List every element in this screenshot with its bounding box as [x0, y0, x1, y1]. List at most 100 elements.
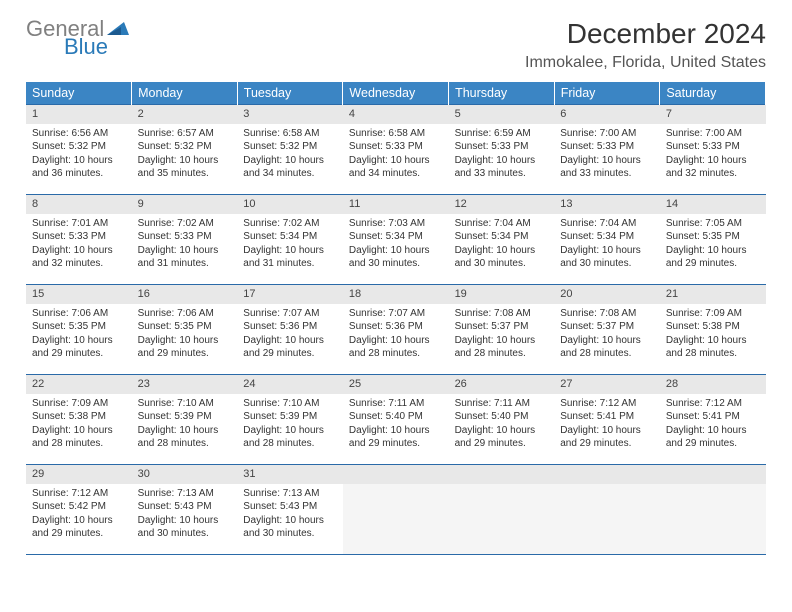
- sunset-line: Sunset: 5:38 PM: [32, 410, 126, 424]
- calendar-day-cell: [660, 465, 766, 555]
- sunset-line: Sunset: 5:40 PM: [455, 410, 549, 424]
- logo-word-blue: Blue: [64, 36, 108, 58]
- day-number: 21: [660, 285, 766, 304]
- header: General Blue December 2024 Immokalee, Fl…: [26, 18, 766, 72]
- logo-triangle-icon: [107, 19, 129, 39]
- daylight-line: Daylight: 10 hours and 34 minutes.: [349, 154, 443, 181]
- day-number-band: [343, 465, 449, 484]
- day-number: 3: [237, 105, 343, 124]
- day-number: 29: [26, 465, 132, 484]
- sunrise-line: Sunrise: 7:11 AM: [455, 397, 549, 411]
- sunset-line: Sunset: 5:34 PM: [455, 230, 549, 244]
- day-body: Sunrise: 7:08 AMSunset: 5:37 PMDaylight:…: [449, 304, 555, 367]
- weekday-header: Sunday: [26, 82, 132, 105]
- day-number: 20: [554, 285, 660, 304]
- sunset-line: Sunset: 5:33 PM: [666, 140, 760, 154]
- sunrise-line: Sunrise: 7:11 AM: [349, 397, 443, 411]
- calendar-day-cell: 12Sunrise: 7:04 AMSunset: 5:34 PMDayligh…: [449, 195, 555, 285]
- sunset-line: Sunset: 5:33 PM: [349, 140, 443, 154]
- sunrise-line: Sunrise: 7:01 AM: [32, 217, 126, 231]
- day-number: 2: [132, 105, 238, 124]
- sunrise-line: Sunrise: 7:00 AM: [666, 127, 760, 141]
- sunset-line: Sunset: 5:37 PM: [455, 320, 549, 334]
- calendar-day-cell: 3Sunrise: 6:58 AMSunset: 5:32 PMDaylight…: [237, 105, 343, 195]
- sunset-line: Sunset: 5:39 PM: [243, 410, 337, 424]
- daylight-line: Daylight: 10 hours and 31 minutes.: [243, 244, 337, 271]
- daylight-line: Daylight: 10 hours and 29 minutes.: [666, 244, 760, 271]
- day-body: Sunrise: 7:12 AMSunset: 5:41 PMDaylight:…: [554, 394, 660, 457]
- weekday-header: Monday: [132, 82, 238, 105]
- sunset-line: Sunset: 5:34 PM: [560, 230, 654, 244]
- daylight-line: Daylight: 10 hours and 36 minutes.: [32, 154, 126, 181]
- sunrise-line: Sunrise: 7:02 AM: [138, 217, 232, 231]
- sunrise-line: Sunrise: 7:04 AM: [455, 217, 549, 231]
- day-body: Sunrise: 7:10 AMSunset: 5:39 PMDaylight:…: [132, 394, 238, 457]
- day-number: 11: [343, 195, 449, 214]
- sunrise-line: Sunrise: 7:13 AM: [138, 487, 232, 501]
- calendar-day-cell: 9Sunrise: 7:02 AMSunset: 5:33 PMDaylight…: [132, 195, 238, 285]
- sunset-line: Sunset: 5:35 PM: [138, 320, 232, 334]
- day-body: Sunrise: 7:04 AMSunset: 5:34 PMDaylight:…: [554, 214, 660, 277]
- day-body: Sunrise: 7:13 AMSunset: 5:43 PMDaylight:…: [132, 484, 238, 547]
- location: Immokalee, Florida, United States: [525, 54, 766, 72]
- sunrise-line: Sunrise: 6:57 AM: [138, 127, 232, 141]
- sunset-line: Sunset: 5:43 PM: [138, 500, 232, 514]
- daylight-line: Daylight: 10 hours and 34 minutes.: [243, 154, 337, 181]
- day-body: Sunrise: 7:09 AMSunset: 5:38 PMDaylight:…: [660, 304, 766, 367]
- day-body: Sunrise: 6:57 AMSunset: 5:32 PMDaylight:…: [132, 124, 238, 187]
- weekday-header-row: Sunday Monday Tuesday Wednesday Thursday…: [26, 82, 766, 105]
- sunrise-line: Sunrise: 7:08 AM: [455, 307, 549, 321]
- calendar-day-cell: 14Sunrise: 7:05 AMSunset: 5:35 PMDayligh…: [660, 195, 766, 285]
- daylight-line: Daylight: 10 hours and 28 minutes.: [32, 424, 126, 451]
- calendar-day-cell: 21Sunrise: 7:09 AMSunset: 5:38 PMDayligh…: [660, 285, 766, 375]
- day-number: 13: [554, 195, 660, 214]
- calendar-day-cell: 4Sunrise: 6:58 AMSunset: 5:33 PMDaylight…: [343, 105, 449, 195]
- day-number: 15: [26, 285, 132, 304]
- day-body: Sunrise: 7:01 AMSunset: 5:33 PMDaylight:…: [26, 214, 132, 277]
- day-body: Sunrise: 7:06 AMSunset: 5:35 PMDaylight:…: [26, 304, 132, 367]
- day-body: Sunrise: 7:06 AMSunset: 5:35 PMDaylight:…: [132, 304, 238, 367]
- day-body: Sunrise: 7:00 AMSunset: 5:33 PMDaylight:…: [660, 124, 766, 187]
- calendar-day-cell: 29Sunrise: 7:12 AMSunset: 5:42 PMDayligh…: [26, 465, 132, 555]
- day-number: 10: [237, 195, 343, 214]
- day-body: Sunrise: 6:58 AMSunset: 5:32 PMDaylight:…: [237, 124, 343, 187]
- calendar-table: Sunday Monday Tuesday Wednesday Thursday…: [26, 82, 766, 555]
- calendar-day-cell: 31Sunrise: 7:13 AMSunset: 5:43 PMDayligh…: [237, 465, 343, 555]
- calendar-day-cell: 25Sunrise: 7:11 AMSunset: 5:40 PMDayligh…: [343, 375, 449, 465]
- sunrise-line: Sunrise: 7:13 AM: [243, 487, 337, 501]
- day-body: Sunrise: 6:56 AMSunset: 5:32 PMDaylight:…: [26, 124, 132, 187]
- sunset-line: Sunset: 5:36 PM: [349, 320, 443, 334]
- sunset-line: Sunset: 5:33 PM: [560, 140, 654, 154]
- day-body: Sunrise: 7:07 AMSunset: 5:36 PMDaylight:…: [343, 304, 449, 367]
- weekday-header: Tuesday: [237, 82, 343, 105]
- daylight-line: Daylight: 10 hours and 32 minutes.: [666, 154, 760, 181]
- calendar-day-cell: 24Sunrise: 7:10 AMSunset: 5:39 PMDayligh…: [237, 375, 343, 465]
- calendar-day-cell: 7Sunrise: 7:00 AMSunset: 5:33 PMDaylight…: [660, 105, 766, 195]
- calendar-day-cell: 20Sunrise: 7:08 AMSunset: 5:37 PMDayligh…: [554, 285, 660, 375]
- sunset-line: Sunset: 5:41 PM: [666, 410, 760, 424]
- day-body: Sunrise: 7:12 AMSunset: 5:42 PMDaylight:…: [26, 484, 132, 547]
- calendar-week-row: 22Sunrise: 7:09 AMSunset: 5:38 PMDayligh…: [26, 375, 766, 465]
- logo: General Blue: [26, 18, 129, 58]
- sunrise-line: Sunrise: 7:06 AM: [32, 307, 126, 321]
- daylight-line: Daylight: 10 hours and 30 minutes.: [243, 514, 337, 541]
- sunset-line: Sunset: 5:33 PM: [138, 230, 232, 244]
- day-body: Sunrise: 7:13 AMSunset: 5:43 PMDaylight:…: [237, 484, 343, 547]
- weekday-header: Friday: [554, 82, 660, 105]
- day-body: Sunrise: 7:07 AMSunset: 5:36 PMDaylight:…: [237, 304, 343, 367]
- day-number: 12: [449, 195, 555, 214]
- day-number: 23: [132, 375, 238, 394]
- day-body: Sunrise: 7:02 AMSunset: 5:33 PMDaylight:…: [132, 214, 238, 277]
- day-number: 17: [237, 285, 343, 304]
- sunset-line: Sunset: 5:40 PM: [349, 410, 443, 424]
- daylight-line: Daylight: 10 hours and 28 minutes.: [349, 334, 443, 361]
- daylight-line: Daylight: 10 hours and 28 minutes.: [455, 334, 549, 361]
- sunset-line: Sunset: 5:39 PM: [138, 410, 232, 424]
- calendar-day-cell: [449, 465, 555, 555]
- sunrise-line: Sunrise: 7:05 AM: [666, 217, 760, 231]
- day-number-band: [554, 465, 660, 484]
- daylight-line: Daylight: 10 hours and 29 minutes.: [32, 514, 126, 541]
- sunrise-line: Sunrise: 7:12 AM: [32, 487, 126, 501]
- day-body: Sunrise: 7:02 AMSunset: 5:34 PMDaylight:…: [237, 214, 343, 277]
- day-number: 22: [26, 375, 132, 394]
